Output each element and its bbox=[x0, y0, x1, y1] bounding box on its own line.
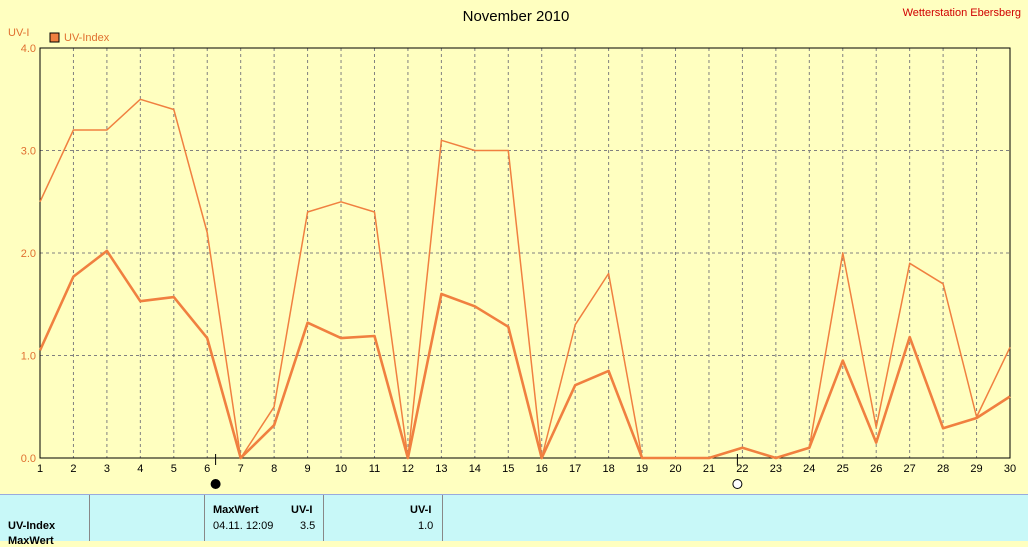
full-moon-icon bbox=[732, 479, 743, 489]
x-tick-label: 1 bbox=[37, 463, 43, 475]
col-uvi-header: UV-I bbox=[291, 504, 313, 516]
uv-chart: November 2010 Wetterstation Ebersberg UV… bbox=[8, 7, 1021, 489]
new-moon-icon bbox=[210, 479, 221, 489]
x-tick-label: 5 bbox=[171, 463, 177, 475]
x-tick-label: 7 bbox=[238, 463, 244, 475]
y-tick-label: 4.0 bbox=[21, 43, 36, 55]
y-tick-label: 2.0 bbox=[21, 248, 36, 260]
x-tick-label: 20 bbox=[669, 463, 681, 475]
x-tick-label: 10 bbox=[335, 463, 347, 475]
stats-panel: MaxWert UV-I UV-I UV-Index 04.11. 12:09 … bbox=[0, 494, 1028, 547]
x-tick-label: 13 bbox=[435, 463, 447, 475]
chart-title: November 2010 bbox=[463, 8, 570, 25]
x-tick-label: 14 bbox=[469, 463, 481, 475]
x-tick-label: 27 bbox=[904, 463, 916, 475]
x-tick-label: 29 bbox=[970, 463, 982, 475]
legend-swatch bbox=[49, 32, 60, 43]
row-label-maxwert: MaxWert bbox=[8, 535, 54, 547]
x-tick-label: 4 bbox=[137, 463, 143, 475]
x-tick-label: 16 bbox=[536, 463, 548, 475]
series-line-thin bbox=[39, 98, 1011, 459]
y-tick-label: 3.0 bbox=[21, 146, 36, 158]
x-tick-label: 12 bbox=[402, 463, 414, 475]
y-tick-labels: 0.0 1.0 2.0 3.0 4.0 bbox=[21, 43, 36, 465]
col-maxwert-header: MaxWert bbox=[213, 504, 259, 516]
legend-label: UV-Index bbox=[64, 32, 110, 44]
x-tick-label: 18 bbox=[602, 463, 614, 475]
mean-value: 1.0 bbox=[418, 520, 434, 532]
x-tick-label: 21 bbox=[703, 463, 715, 475]
x-tick-label: 11 bbox=[369, 463, 380, 475]
plot-frame bbox=[39, 47, 1011, 459]
x-tick-label: 25 bbox=[837, 463, 849, 475]
x-tick-label: 26 bbox=[870, 463, 882, 475]
series-lines bbox=[38, 98, 1011, 460]
x-tick-label: 28 bbox=[937, 463, 949, 475]
col-uvi2-header: UV-I bbox=[410, 504, 432, 516]
x-tick-label: 30 bbox=[1004, 463, 1016, 475]
x-tick-labels: 1 2 3 4 5 6 7 8 9 10 11 12 13 14 15 16 17 18 19 20 21 22 23 24 2… bbox=[37, 463, 1016, 475]
max-value: 3.5 bbox=[300, 520, 316, 532]
grid-lines bbox=[40, 48, 1010, 458]
x-tick-label: 19 bbox=[636, 463, 648, 475]
x-tick-label: 3 bbox=[104, 463, 110, 475]
x-tick-label: 22 bbox=[736, 463, 748, 475]
y-tick-label: 1.0 bbox=[21, 351, 36, 363]
x-tick-label: 24 bbox=[803, 463, 815, 475]
row-label-uv-index: UV-Index bbox=[8, 520, 56, 532]
x-tick-label: 17 bbox=[569, 463, 581, 475]
x-tick-label: 15 bbox=[502, 463, 514, 475]
max-datetime: 04.11. 12:09 bbox=[213, 520, 274, 532]
x-tick-label: 8 bbox=[271, 463, 277, 475]
x-tick-label: 9 bbox=[305, 463, 311, 475]
x-tick-label: 2 bbox=[70, 463, 76, 475]
x-tick-label: 6 bbox=[204, 463, 210, 475]
moon-markers bbox=[210, 454, 743, 489]
y-tick-label: 0.0 bbox=[21, 453, 36, 465]
series-line-thick bbox=[38, 249, 1011, 460]
y-axis-unit: UV-I bbox=[8, 27, 29, 39]
x-tick-label: 23 bbox=[770, 463, 782, 475]
station-name: Wetterstation Ebersberg bbox=[903, 7, 1021, 19]
